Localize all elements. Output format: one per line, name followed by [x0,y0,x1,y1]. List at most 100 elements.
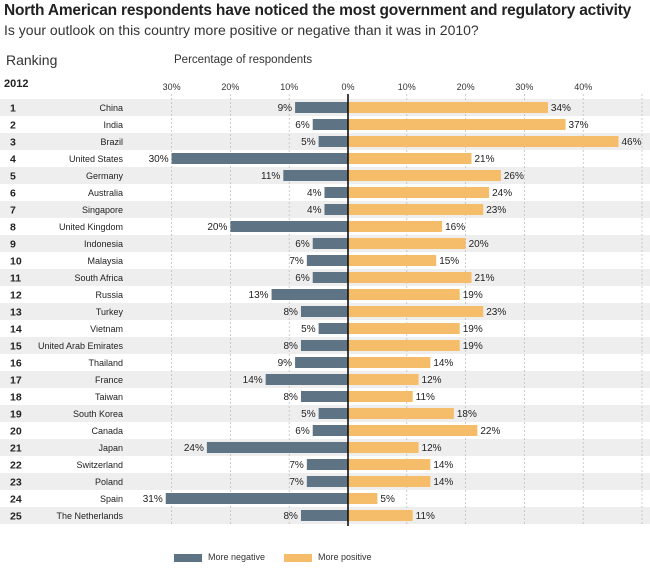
country-label: Switzerland [76,460,123,470]
rank-label: 23 [10,477,22,489]
country-label: Singapore [82,205,123,215]
data-label-positive: 26% [504,171,524,182]
data-label-negative: 4% [307,205,322,216]
rank-label: 11 [10,273,21,285]
data-label-negative: 6% [295,239,310,250]
data-label-positive: 24% [492,188,512,199]
rank-label: 17 [10,375,22,387]
bar-positive [348,238,466,249]
rank-label: 24 [10,494,22,506]
rank-label: 12 [10,290,22,302]
tick-label: 10% [280,82,298,92]
chart-subtitle: Is your outlook on this country more pos… [4,22,479,38]
bar-negative [300,510,348,521]
rank-label: 21 [10,443,22,455]
legend-swatch-positive [284,553,312,562]
data-label-positive: 14% [433,358,453,369]
tick-label: 30% [515,82,533,92]
bar-negative [271,289,348,300]
country-label: Australia [88,188,123,198]
rank-label: 18 [10,392,22,404]
bar-positive [348,204,484,215]
rank-label: 19 [10,409,22,421]
data-label-positive: 12% [422,443,442,454]
rank-label: 6 [10,188,16,200]
data-label-negative: 7% [289,477,304,488]
chart-title: North American respondents have noticed … [4,2,632,19]
data-label-positive: 14% [433,477,453,488]
bar-negative [312,238,348,249]
rank-label: 1 [10,103,16,115]
bar-positive [348,187,490,198]
rank-label: 13 [10,307,22,319]
bar-positive [348,357,431,368]
legend-label-negative: More negative [208,552,266,562]
year-label: 2012 [4,78,29,90]
bar-negative [206,442,348,453]
data-label-negative: 14% [243,375,263,386]
country-label: Indonesia [84,239,123,249]
data-label-negative: 6% [295,120,310,131]
bar-negative [295,357,348,368]
tick-label: 40% [574,82,592,92]
data-label-negative: 8% [284,392,299,403]
country-label: United Kingdom [59,222,123,232]
bar-positive [348,374,419,385]
legend-negative: More negative [174,552,265,562]
rank-label: 20 [10,426,22,438]
data-label-positive: 19% [463,324,483,335]
country-label: Germany [86,171,124,181]
data-label-negative: 8% [284,341,299,352]
data-label-positive: 11% [416,511,435,522]
bar-negative [312,272,348,283]
data-label-negative: 8% [284,307,299,318]
bar-positive [348,425,478,436]
rank-label: 5 [10,171,16,183]
data-label-positive: 21% [474,154,494,165]
rank-label: 15 [10,341,22,353]
data-label-positive: 23% [486,307,506,318]
tick-label: 20% [457,82,475,92]
bar-negative [165,493,348,504]
rank-label: 16 [10,358,22,370]
bar-positive [348,306,484,317]
bar-negative [295,102,348,113]
data-label-positive: 20% [469,239,489,250]
bar-negative [300,306,348,317]
tick-label: 10% [398,82,416,92]
bar-negative [324,187,348,198]
data-label-negative: 6% [295,426,310,437]
data-label-positive: 21% [474,273,494,284]
rank-label: 2 [10,120,16,132]
data-label-positive: 34% [551,103,571,114]
rank-label: 7 [10,205,16,217]
data-label-negative: 5% [301,137,316,148]
bar-negative [265,374,348,385]
data-label-negative: 11% [261,171,280,182]
data-label-positive: 11% [416,392,435,403]
bar-negative [324,204,348,215]
country-label: United States [69,154,124,164]
country-label: The Netherlands [56,511,123,521]
bar-negative [300,340,348,351]
rank-label: 4 [10,154,16,166]
country-label: Japan [98,443,123,453]
country-label: Poland [95,477,123,487]
country-label: Turkey [96,307,124,317]
data-label-negative: 30% [149,154,169,165]
tick-label: 30% [163,82,181,92]
data-label-positive: 23% [486,205,506,216]
bar-negative [306,459,348,470]
bar-positive [348,272,472,283]
data-label-negative: 20% [207,222,227,233]
data-label-positive: 15% [439,256,459,267]
bar-positive [348,323,460,334]
data-label-positive: 16% [445,222,465,233]
bar-negative [306,476,348,487]
country-label: Brazil [100,137,123,147]
tick-label: 0% [341,82,354,92]
rank-label: 9 [10,239,16,251]
bar-positive [348,442,419,453]
country-label: China [99,103,123,113]
data-label-negative: 9% [278,103,293,114]
